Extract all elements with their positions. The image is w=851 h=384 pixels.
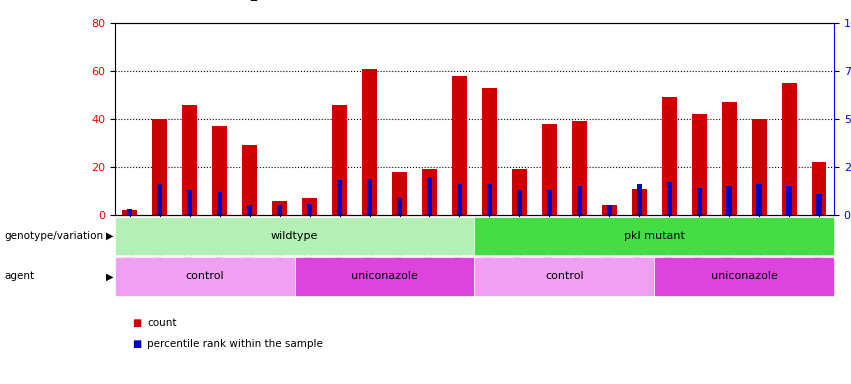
Text: control: control [186,271,224,281]
Text: ■: ■ [132,318,141,328]
Bar [602,205,617,215]
Text: ▶: ▶ [106,231,113,241]
Bar [786,186,791,215]
Bar [212,126,227,215]
Bar [152,119,168,215]
Bar [751,119,767,215]
Text: uniconazole: uniconazole [351,271,418,281]
Bar [662,98,677,215]
Text: uniconazole: uniconazole [711,271,778,281]
Bar [487,184,492,215]
Bar [572,121,587,215]
Bar [542,124,557,215]
Bar [666,182,671,215]
Bar [816,194,821,215]
Bar [427,177,432,215]
Text: pkl mutant: pkl mutant [624,231,685,241]
Text: percentile rank within the sample: percentile rank within the sample [147,339,323,349]
Bar [422,169,437,215]
Bar [631,189,647,215]
Bar [392,172,407,215]
Bar [217,192,222,215]
Bar [546,190,552,215]
Bar [812,162,826,215]
Bar [307,204,312,215]
Bar [367,179,372,215]
Bar [337,180,342,215]
Bar [607,205,612,215]
Bar [332,104,347,215]
Bar [517,190,522,215]
Bar [692,114,706,215]
Bar [397,198,403,215]
Bar [482,88,497,215]
Bar [277,205,283,215]
Text: agent: agent [4,271,34,281]
Bar [512,169,527,215]
Bar [452,76,467,215]
Bar [722,102,737,215]
Bar [272,200,287,215]
Bar [457,184,462,215]
Bar [247,205,253,215]
Bar [182,104,197,215]
Bar [243,146,257,215]
Text: count: count [147,318,177,328]
Bar [757,184,762,215]
Bar [577,186,582,215]
Text: ■: ■ [132,339,141,349]
Text: genotype/variation: genotype/variation [4,231,103,241]
Text: wildtype: wildtype [271,231,318,241]
Bar [362,69,377,215]
Text: ▶: ▶ [106,271,113,281]
Bar [727,186,732,215]
Bar [302,198,317,215]
Bar [123,210,137,215]
Bar [157,184,163,215]
Bar [637,184,642,215]
Bar [128,209,133,215]
Bar [781,83,797,215]
Bar [696,188,702,215]
Bar [187,190,192,215]
Text: control: control [545,271,584,281]
